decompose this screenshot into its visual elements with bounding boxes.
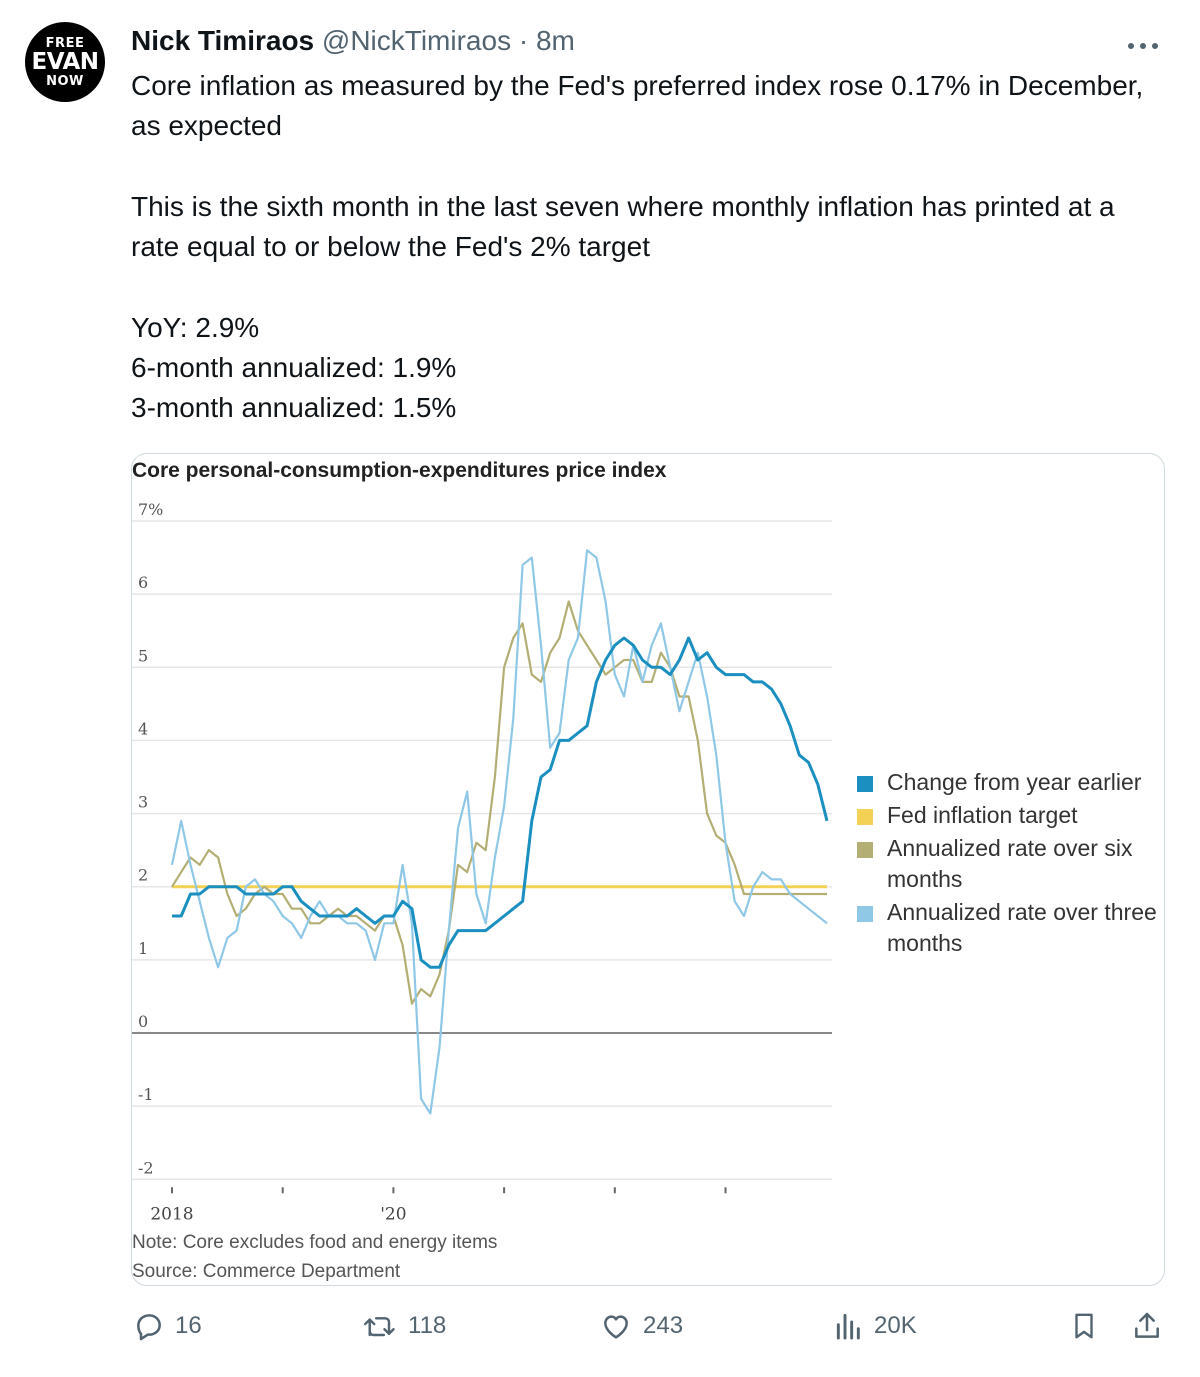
- share-button[interactable]: [1131, 1310, 1163, 1342]
- author-handle[interactable]: @NickTimiraos: [321, 25, 512, 56]
- like-count: 243: [643, 1312, 684, 1339]
- tweet-header: Nick Timiraos @NickTimiraos · 8m: [131, 24, 575, 58]
- avatar-text-line3: NOW: [46, 73, 84, 89]
- tweet-stat-line: YoY: 2.9%: [131, 311, 260, 343]
- y-tick-label: 3: [138, 793, 148, 812]
- reply-count: 16: [175, 1312, 202, 1339]
- y-tick-label: -1: [138, 1085, 154, 1104]
- y-tick-label: 7%: [138, 500, 163, 519]
- views-button[interactable]: 20K: [834, 1310, 917, 1342]
- like-button[interactable]: 243: [599, 1310, 683, 1342]
- y-tick-label: 4: [138, 719, 148, 738]
- share-icon: [1135, 1312, 1159, 1338]
- bookmark-button[interactable]: [1069, 1310, 1099, 1342]
- legend-swatch: [857, 842, 873, 858]
- heart-icon: [604, 1315, 628, 1339]
- x-tick-label: 2018: [150, 1204, 193, 1224]
- legend-label: Change from year earlier: [887, 769, 1142, 795]
- y-tick-label: 2: [138, 866, 148, 885]
- y-tick-label: 5: [138, 646, 148, 665]
- views-icon: [836, 1313, 860, 1340]
- chart-plot: 7% 6 5 4 3 2 1 0 -1 -2 2018 '20: [132, 500, 832, 1224]
- chart-title: Core personal-consumption-expenditures p…: [132, 459, 667, 482]
- legend-label: Annualized rate over six months: [887, 835, 1133, 892]
- reply-icon: [137, 1314, 161, 1341]
- tweet-stat-line: 6-month annualized: 1.9%: [131, 352, 457, 384]
- tweet-paragraph: This is the sixth month in the last seve…: [131, 190, 1115, 263]
- legend-item: Annualized rate over six months: [857, 833, 1157, 895]
- separator-dot: ·: [518, 25, 529, 56]
- chart-legend: Change from year earlier Fed inflation t…: [857, 767, 1157, 961]
- retweet-button[interactable]: 118: [362, 1310, 446, 1342]
- avatar-text-line1: FREE: [45, 35, 85, 51]
- y-tick-label: 1: [138, 939, 148, 958]
- author-name[interactable]: Nick Timiraos: [131, 25, 315, 56]
- legend-swatch: [857, 809, 873, 825]
- x-tick-label: '20: [380, 1204, 406, 1224]
- avatar[interactable]: FREE EVAN NOW: [25, 22, 105, 102]
- retweet-icon: [363, 1317, 395, 1337]
- action-bar: 16 118 243 20K: [0, 1310, 1200, 1354]
- legend-item: Fed inflation target: [857, 800, 1157, 831]
- retweet-count: 118: [408, 1312, 447, 1339]
- chart-source: Source: Commerce Department: [132, 1261, 401, 1282]
- views-count: 20K: [874, 1312, 917, 1339]
- tweet-time[interactable]: 8m: [535, 25, 575, 56]
- legend-item: Change from year earlier: [857, 767, 1157, 798]
- chart-image-card[interactable]: Core personal-consumption-expenditures p…: [131, 453, 1165, 1286]
- series-line: [172, 636, 829, 969]
- y-tick-label: 6: [138, 573, 148, 592]
- more-dots-svg: [1128, 43, 1158, 49]
- chart-note: Note: Core excludes food and energy item…: [132, 1232, 498, 1253]
- series-line: [171, 600, 827, 1005]
- legend-item: Annualized rate over three months: [857, 897, 1157, 959]
- series-line: [170, 549, 828, 1115]
- more-icon[interactable]: [1126, 26, 1160, 58]
- y-tick-label: 0: [138, 1012, 148, 1031]
- tweet-paragraph: Core inflation as measured by the Fed's …: [131, 70, 1144, 142]
- legend-swatch: [857, 906, 873, 922]
- legend-label: Fed inflation target: [887, 802, 1078, 828]
- y-tick-label: -2: [138, 1158, 154, 1177]
- bookmark-icon: [1075, 1313, 1093, 1339]
- reply-button[interactable]: 16: [133, 1310, 202, 1342]
- tweet-text: Core inflation as measured by the Fed's …: [131, 66, 1161, 429]
- legend-label: Annualized rate over three months: [887, 899, 1157, 956]
- tweet-stat-line: 3-month annualized: 1.5%: [131, 392, 457, 424]
- legend-swatch: [857, 776, 873, 792]
- avatar-text-line2: EVAN: [31, 48, 100, 75]
